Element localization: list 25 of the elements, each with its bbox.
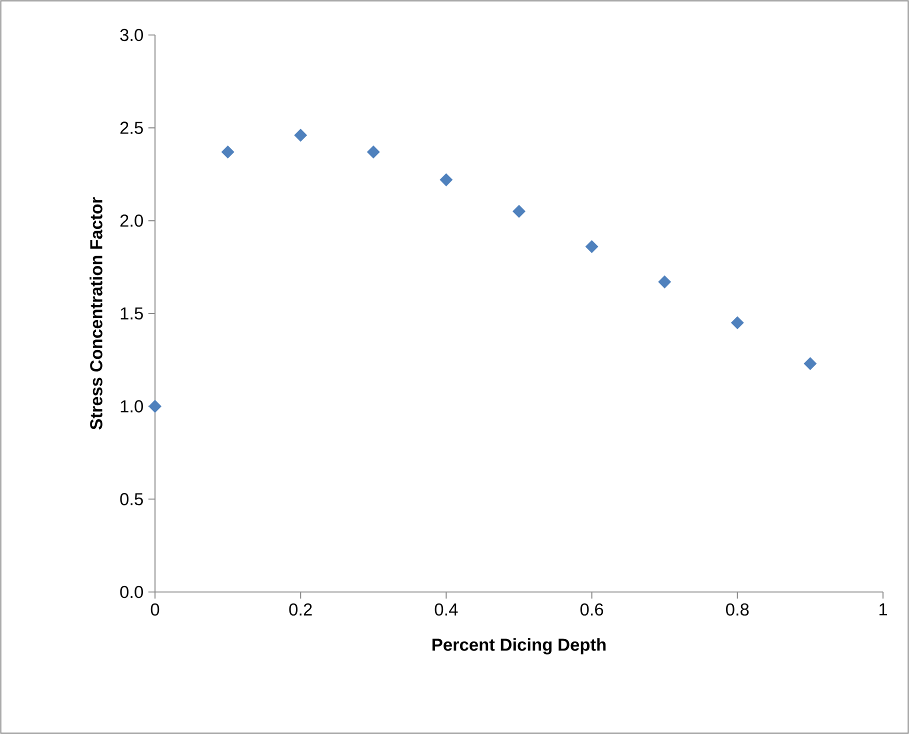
- y-tick-label: 0.0: [120, 586, 143, 598]
- y-tick-label: 3.0: [120, 28, 143, 42]
- point: [658, 276, 671, 288]
- point: [148, 400, 162, 413]
- point: [221, 146, 234, 158]
- x-tick-label: 0.4: [434, 603, 458, 616]
- point: [367, 146, 380, 158]
- x-tick-label: 0.8: [726, 603, 749, 616]
- point: [294, 128, 307, 142]
- y-tick-label: 2.5: [120, 122, 143, 134]
- y-tick-label: 1.0: [120, 400, 143, 412]
- point: [731, 316, 744, 330]
- y-axis-title: Stress Concentration Factor: [90, 197, 102, 430]
- x-axis-title: Percent Dicing Depth: [432, 638, 606, 654]
- x-tick-label: 0.2: [289, 603, 312, 616]
- point: [585, 240, 598, 254]
- point: [804, 357, 817, 370]
- point: [440, 173, 453, 186]
- x-tick-label: 0.6: [580, 603, 604, 616]
- y-tick-label: 1.5: [120, 307, 143, 320]
- y-tick-label: 2.0: [120, 214, 143, 227]
- point: [512, 204, 526, 218]
- y-tick-label: 0.5: [120, 493, 143, 506]
- x-tick-label: 0: [150, 603, 160, 616]
- x-tick-label: 1: [880, 603, 887, 616]
